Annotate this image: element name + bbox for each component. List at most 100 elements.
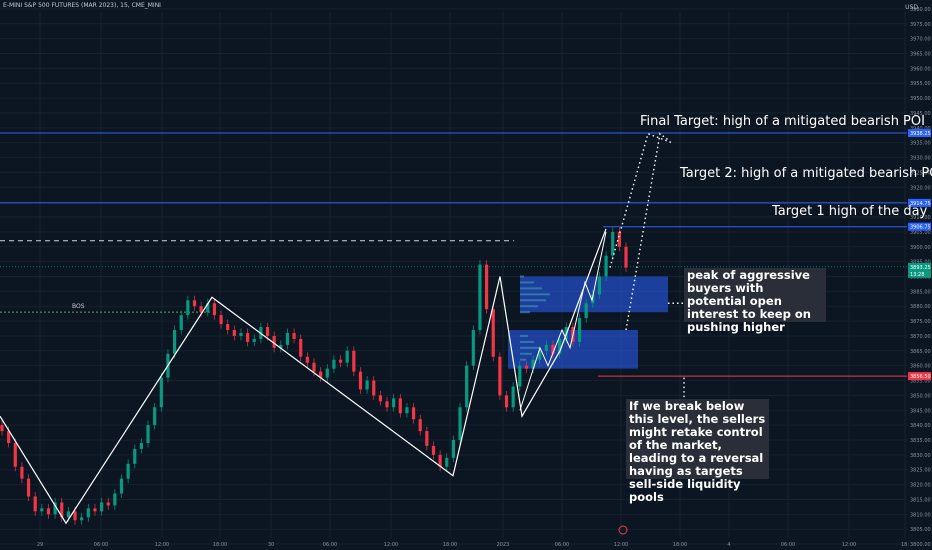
- candle-body: [206, 303, 210, 313]
- y-tick-label: 3875.00: [910, 319, 931, 325]
- volume-profile-bar: [520, 299, 546, 302]
- candle-body: [458, 407, 462, 440]
- candle-body: [232, 330, 236, 336]
- y-tick-label: 3910.00: [910, 215, 931, 221]
- candle-body: [99, 502, 104, 512]
- candle-body: [279, 344, 283, 348]
- volume-profile-bar: [520, 346, 540, 349]
- candle-body: [491, 309, 495, 357]
- x-tick-label: 18:00: [443, 542, 457, 548]
- candle-body: [46, 508, 51, 515]
- candle-body: [26, 478, 31, 497]
- x-tick-label: 06:00: [94, 542, 108, 548]
- x-tick-label: 06:00: [781, 542, 795, 548]
- candle-body: [53, 502, 57, 515]
- candle-body: [186, 300, 190, 316]
- candle-body: [624, 246, 628, 268]
- y-tick-label: 3905.00: [910, 230, 931, 236]
- candle-body: [372, 380, 376, 396]
- y-tick-label: 3920.00: [910, 185, 931, 191]
- candle-body: [13, 442, 17, 467]
- volume-profile-bar: [520, 352, 532, 355]
- candle-body: [478, 264, 482, 330]
- x-tick-label: 4: [727, 542, 730, 548]
- candle-body: [199, 306, 203, 313]
- price-tag-label: 3938.25: [910, 131, 931, 137]
- projection-dotted-up-2: [609, 132, 673, 268]
- y-tick-label: 3930.00: [910, 156, 931, 162]
- y-tick-label: 3900.00: [910, 245, 931, 251]
- candle-body: [597, 276, 602, 295]
- candle-body: [292, 332, 296, 339]
- volume-profile-bar: [520, 293, 550, 296]
- y-tick-label: 3935.00: [910, 141, 931, 147]
- candle-body: [272, 335, 276, 348]
- candle-body: [405, 407, 409, 414]
- y-tick-label: 3870.00: [910, 334, 931, 340]
- candle-body: [544, 344, 548, 351]
- candle-body: [538, 350, 542, 360]
- price-tag-label: 3906.75: [910, 225, 931, 231]
- x-tick-label: 29: [37, 542, 43, 548]
- y-tick-label: 3825.00: [910, 468, 931, 474]
- annotation-target-2: Target 2: high of a mitigated bearish PO…: [680, 166, 932, 181]
- price-tag: [908, 198, 931, 207]
- y-tick-label: 3800.00: [910, 542, 931, 548]
- y-tick-label: 3960.00: [910, 66, 931, 72]
- candle-body: [285, 332, 290, 345]
- x-tick-label: 06:00: [555, 542, 569, 548]
- x-tick-label: 12:00: [384, 542, 398, 548]
- annotation-final-target: Final Target: high of a mitigated bearis…: [640, 114, 925, 129]
- candle-body: [584, 303, 588, 319]
- last-price-tag: [908, 262, 931, 278]
- candle-body: [119, 478, 124, 494]
- candle-body: [398, 398, 402, 414]
- candle-body: [33, 496, 37, 512]
- y-tick-label: 3830.00: [910, 453, 931, 459]
- event-marker-icon: [618, 525, 628, 535]
- candle-body: [352, 350, 356, 372]
- y-tick-label: 3965.00: [910, 52, 931, 58]
- x-tick-label: 2023: [497, 542, 510, 548]
- candle-body: [299, 338, 303, 357]
- candle-body: [20, 466, 24, 479]
- candle-body: [518, 365, 522, 387]
- candle-body: [378, 395, 382, 402]
- y-tick-label: 3815.00: [910, 497, 931, 503]
- price-tag-label: 3914.75: [910, 201, 931, 207]
- candle-body: [358, 371, 363, 390]
- candle-body: [392, 398, 396, 408]
- candle-body: [93, 508, 97, 512]
- candle-body: [80, 517, 84, 521]
- candle-body: [265, 327, 270, 336]
- y-tick-label: 3835.00: [910, 438, 931, 444]
- y-tick-label: 3885.00: [910, 289, 931, 295]
- y-tick-label: 3855.00: [910, 379, 931, 385]
- candle-body: [66, 511, 70, 518]
- price-tag-label: 3856.50: [910, 374, 931, 380]
- countdown-label: 13:28: [910, 272, 924, 278]
- candle-body: [385, 401, 389, 408]
- y-tick-label: 3970.00: [910, 37, 931, 43]
- volume-profile-bar: [520, 275, 524, 278]
- volume-profile-bar: [520, 311, 530, 314]
- x-tick-label: 18:: [901, 542, 909, 548]
- candle-body: [252, 338, 256, 342]
- y-tick-label: 3975.00: [910, 22, 931, 28]
- x-tick-label: 18:00: [673, 542, 687, 548]
- volume-profile-bar: [520, 340, 534, 343]
- volume-profile-bar: [520, 281, 534, 284]
- inner-zigzag: [519, 231, 607, 411]
- candle-body: [113, 493, 117, 506]
- candle-body: [531, 359, 535, 369]
- y-tick-label: 3940.00: [910, 126, 931, 132]
- candle-body: [159, 377, 163, 408]
- candle-body: [418, 419, 422, 432]
- x-tick-label: 18:00: [213, 542, 227, 548]
- candle-body: [611, 231, 615, 256]
- y-tick-label: 3945.00: [910, 111, 931, 117]
- candle-body: [524, 365, 529, 369]
- y-tick-label: 3840.00: [910, 423, 931, 429]
- candle-body: [86, 508, 90, 518]
